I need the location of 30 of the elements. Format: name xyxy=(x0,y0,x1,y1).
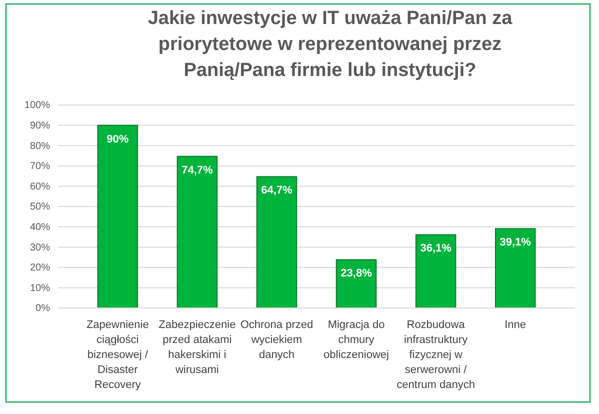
y-tick-label: 0% xyxy=(36,303,50,314)
x-tick-label: Inne xyxy=(504,319,526,331)
bar xyxy=(256,176,298,308)
y-tick-label: 20% xyxy=(30,262,50,274)
y-tick-label: 60% xyxy=(30,181,50,192)
bar xyxy=(176,156,218,308)
bar xyxy=(415,234,456,308)
bar xyxy=(97,124,138,308)
y-tick-label: 40% xyxy=(30,222,50,233)
y-tick-label: 100% xyxy=(24,100,50,112)
data-label: 90% xyxy=(106,133,129,146)
x-tick-label: Zabezpieczenie przed atakami hakerskimi i wirusami xyxy=(158,319,236,376)
data-label: 39,1% xyxy=(500,236,532,249)
data-label: 74,7% xyxy=(182,164,213,176)
y-tick-label: 70% xyxy=(30,161,50,172)
data-label: 23,8% xyxy=(340,268,372,280)
y-tick-label: 30% xyxy=(30,242,50,254)
y-tick-label: 50% xyxy=(30,202,50,213)
x-tick-label: Rozbudowa infrastruktury fizycznej w serwerowni / centrum danych xyxy=(396,319,475,391)
x-tick-label: Zapewnienie ciągłości biznesowej / Disaster Recovery xyxy=(86,319,149,391)
y-tick-label: 10% xyxy=(30,282,50,294)
data-label: 36,1% xyxy=(420,242,452,255)
y-tick-label: 90% xyxy=(30,120,50,132)
bar xyxy=(336,259,377,308)
chart-title: Jakie inwestycje w IT uważa Pani/Pan za priorytetowe w reprezentowanej przez Panią/Pana firmie lub instytucji? xyxy=(148,8,513,81)
y-tick-label: 80% xyxy=(30,140,50,152)
bar xyxy=(494,228,536,308)
x-tick-label: Ochrona przed wyciekiem danych xyxy=(240,319,314,361)
data-label: 64,7% xyxy=(261,184,293,197)
x-tick-label: Migracja do chmury obliczeniowej xyxy=(324,319,389,361)
